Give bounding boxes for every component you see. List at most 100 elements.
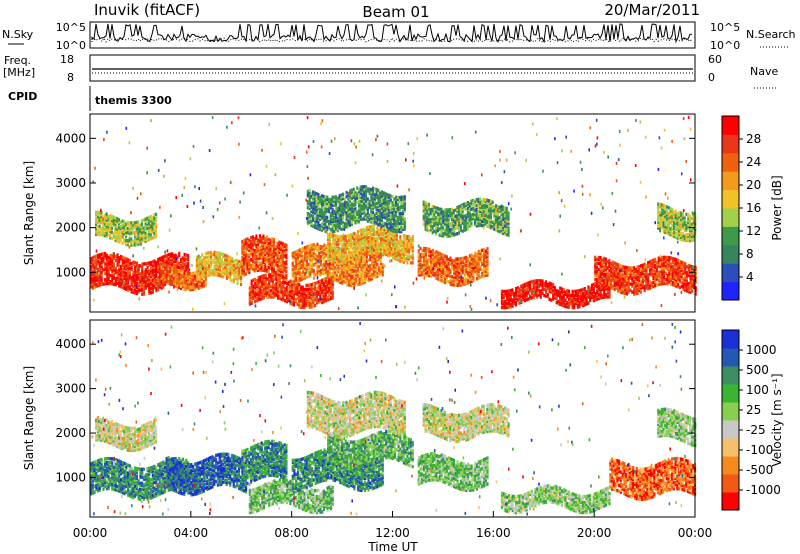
data-cell xyxy=(281,262,284,266)
data-cell xyxy=(153,283,156,287)
data-cell xyxy=(180,280,183,284)
data-cell xyxy=(264,277,267,282)
data-cell xyxy=(278,254,281,259)
data-cell xyxy=(116,257,119,261)
data-cell xyxy=(134,279,137,283)
data-cell xyxy=(167,261,170,265)
data-cell xyxy=(324,291,327,295)
data-cell xyxy=(130,221,133,225)
data-cell xyxy=(157,269,160,274)
data-cell xyxy=(353,231,356,236)
data-cell xyxy=(305,263,308,267)
data-cell xyxy=(269,266,272,270)
data-cell xyxy=(202,262,205,266)
data-cell xyxy=(192,273,195,278)
data-cell xyxy=(187,266,190,270)
data-cell xyxy=(322,219,325,223)
data-cell xyxy=(298,276,301,281)
data-cell xyxy=(356,218,359,222)
data-cell xyxy=(325,262,328,266)
data-cell xyxy=(304,252,307,256)
data-cell xyxy=(322,202,325,207)
data-cell xyxy=(328,251,331,255)
data-cell xyxy=(366,209,369,213)
data-cell xyxy=(371,252,374,257)
data-cell xyxy=(319,213,322,218)
data-cell xyxy=(111,256,114,260)
data-cell xyxy=(312,214,315,218)
data-cell xyxy=(248,294,251,298)
data-cell xyxy=(401,255,404,260)
data-cell xyxy=(437,257,440,261)
data-cell xyxy=(423,264,426,269)
data-cell xyxy=(378,258,381,262)
data-cell xyxy=(332,259,335,264)
data-cell xyxy=(250,283,253,287)
data-cell xyxy=(137,228,140,232)
data-cell xyxy=(376,274,379,279)
data-cell xyxy=(98,265,101,269)
data-cell xyxy=(151,218,154,222)
data-cell xyxy=(340,205,343,209)
data-cell xyxy=(391,218,394,223)
data-cell xyxy=(98,220,101,225)
data-cell xyxy=(304,256,307,260)
data-cell xyxy=(305,259,308,263)
data-cell xyxy=(363,217,366,221)
data-cell xyxy=(336,228,339,233)
data-cell xyxy=(295,258,298,262)
data-cell xyxy=(287,292,290,297)
data-cell xyxy=(329,213,332,218)
data-cell xyxy=(348,275,351,279)
data-cell xyxy=(271,249,274,253)
data-cell xyxy=(162,259,165,263)
data-cell xyxy=(150,279,153,283)
data-cell xyxy=(445,208,448,212)
data-cell xyxy=(362,233,365,237)
data-cell xyxy=(201,265,204,269)
data-cell xyxy=(264,252,267,257)
data-cell xyxy=(317,280,320,284)
data-cell xyxy=(331,225,334,230)
data-cell xyxy=(297,249,300,253)
data-cell xyxy=(296,294,299,298)
data-cell xyxy=(134,291,137,295)
data-cell xyxy=(369,271,372,276)
data-cell xyxy=(181,270,184,275)
data-cell xyxy=(337,267,340,272)
data-cell xyxy=(332,239,335,244)
data-cell xyxy=(96,230,99,235)
data-cell xyxy=(375,216,378,220)
data-cell xyxy=(96,228,99,233)
data-cell xyxy=(206,261,209,265)
data-cell xyxy=(276,255,279,260)
data-cell xyxy=(371,232,374,237)
data-cell xyxy=(180,274,183,278)
data-cell xyxy=(356,192,359,196)
data-cell xyxy=(364,278,367,282)
data-cell xyxy=(376,230,379,234)
data-cell xyxy=(341,257,344,261)
data-cell xyxy=(144,217,147,221)
data-cell xyxy=(384,210,387,214)
data-cell xyxy=(308,192,311,197)
data-cell xyxy=(334,272,337,276)
data-cell xyxy=(291,284,294,288)
data-cell xyxy=(248,258,251,263)
data-cell xyxy=(362,281,365,285)
data-cell xyxy=(331,282,334,286)
data-cell xyxy=(162,278,165,283)
data-cell xyxy=(153,263,156,267)
data-cell xyxy=(264,273,267,278)
data-cell xyxy=(269,252,272,256)
data-cell xyxy=(327,235,330,239)
data-cell xyxy=(292,297,295,301)
data-cell xyxy=(404,246,407,251)
data-cell xyxy=(323,267,326,272)
data-cell xyxy=(332,255,335,260)
data-cell xyxy=(309,243,312,248)
data-cell xyxy=(316,270,319,275)
data-cell xyxy=(111,262,114,266)
data-cell xyxy=(383,230,386,234)
